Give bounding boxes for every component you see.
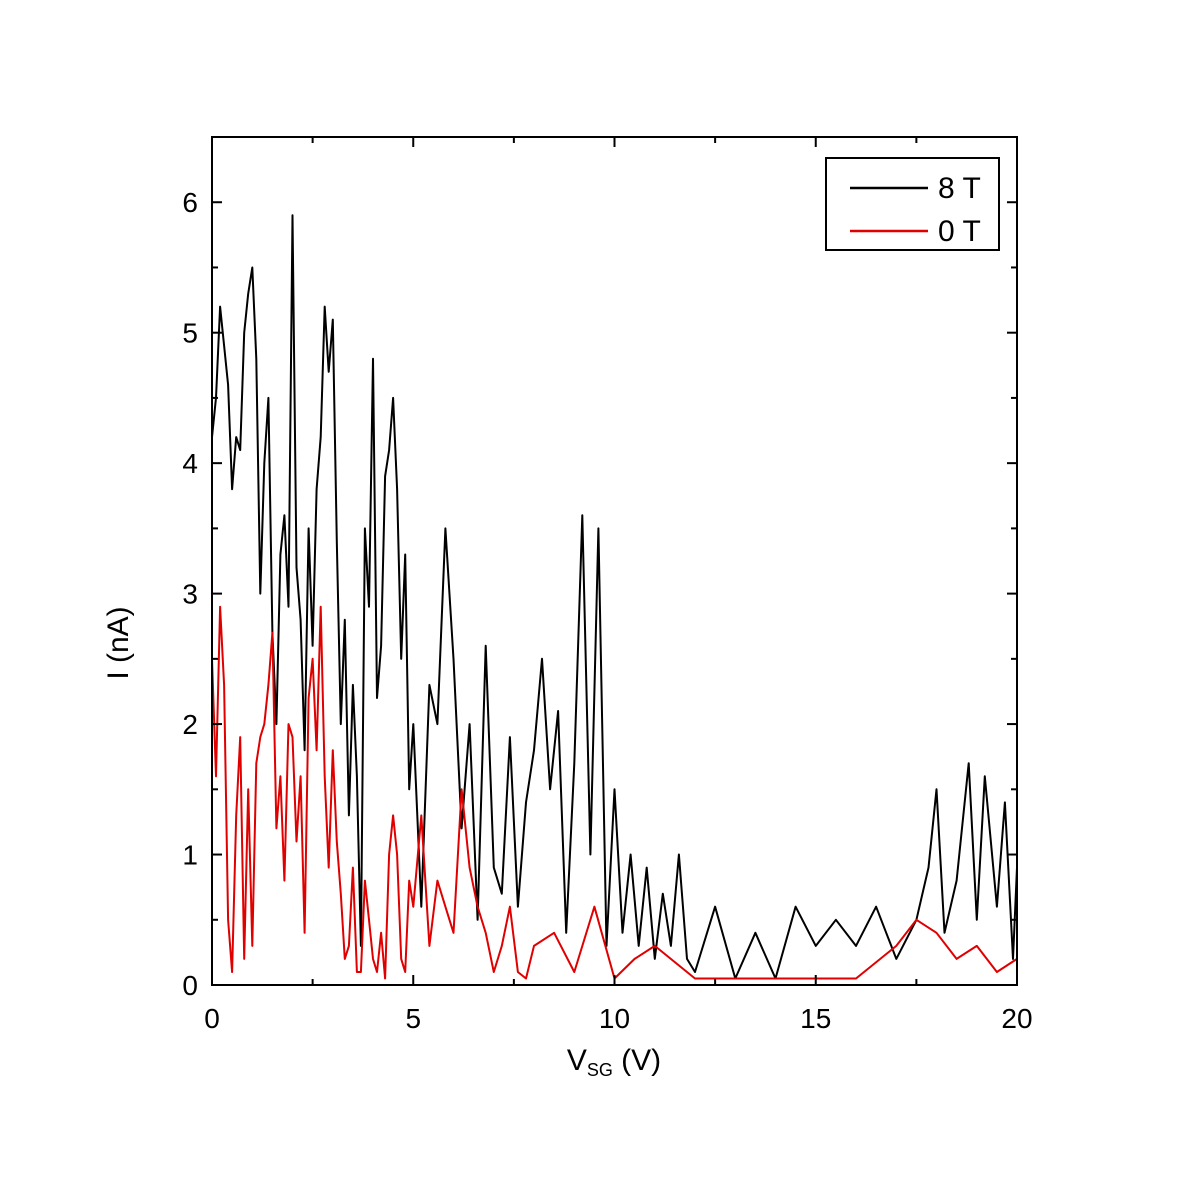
x-axis-label-main: V	[567, 1044, 587, 1077]
y-tick-label: 5	[182, 318, 198, 349]
x-axis-label: VSG (V)	[567, 1044, 661, 1080]
x-tick-label: 0	[204, 1003, 220, 1034]
ticks-layer	[211, 136, 1018, 986]
y-tick-label: 3	[182, 579, 198, 610]
legend-label-8t: 8 T	[938, 172, 981, 205]
y-axis-label: I (nA)	[102, 606, 135, 679]
series-line-8t	[211, 214, 1018, 980]
x-tick-label: 5	[405, 1003, 421, 1034]
x-tick-label: 10	[599, 1003, 630, 1034]
plot-frame	[211, 136, 1018, 986]
x-tick-label: 20	[1001, 1003, 1032, 1034]
x-tick-label: 15	[800, 1003, 831, 1034]
series-line-0t	[211, 605, 1018, 980]
legend: 8 T 0 T	[825, 157, 1000, 251]
y-tick-label: 0	[182, 970, 198, 1001]
y-tick-label: 4	[182, 448, 198, 479]
x-axis-label-unit: (V)	[613, 1044, 661, 1077]
y-tick-label: 6	[182, 187, 198, 218]
y-tick-label: 2	[182, 709, 198, 740]
series-layer	[211, 214, 1018, 980]
legend-label-0t: 0 T	[938, 215, 981, 248]
y-tick-label: 1	[182, 840, 198, 871]
x-axis-label-subscript: SG	[587, 1060, 613, 1080]
tick-labels-layer: 0 5 10 15 20 0 1 2 3 4 5 6	[182, 187, 1032, 1034]
legend-box	[825, 157, 1000, 251]
